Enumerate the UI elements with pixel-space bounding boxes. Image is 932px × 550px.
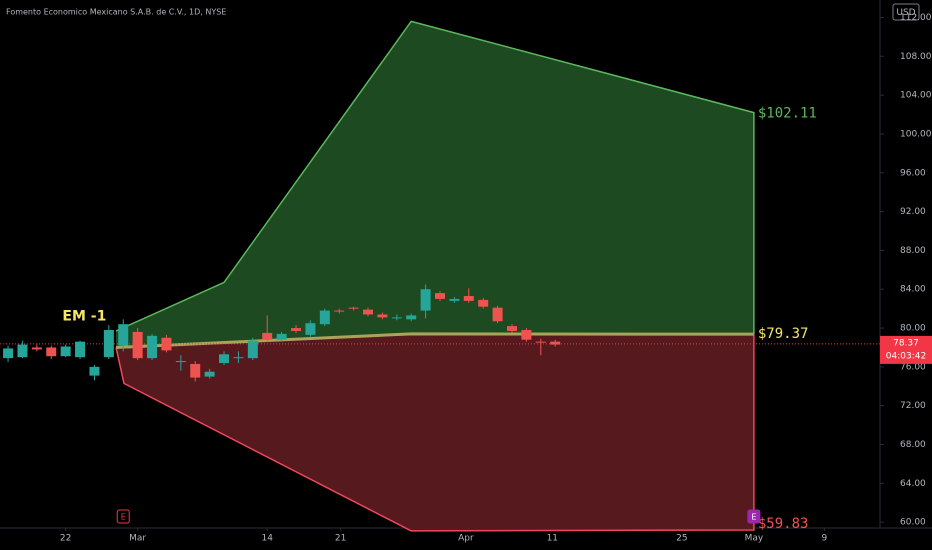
candle-body (319, 310, 330, 325)
chart-title: Fomento Economico Mexicano S.A.B. de C.V… (6, 8, 226, 17)
candle-body (463, 296, 474, 301)
upper-band-fill (116, 21, 754, 348)
countdown-label: 04:03:42 (886, 351, 926, 361)
candle-body (247, 340, 258, 359)
level-label: $79.37 (758, 326, 809, 342)
y-tick-label: 108.00 (900, 52, 932, 62)
candle-body (478, 299, 489, 307)
candle-body (449, 298, 460, 301)
candle-body (506, 326, 517, 331)
candle-body (363, 309, 374, 315)
currency-box (892, 3, 920, 21)
candle-body (550, 341, 561, 345)
x-tick-label: 21 (335, 534, 346, 544)
candle-body (348, 307, 359, 309)
y-tick-label: 80.00 (900, 324, 926, 334)
candle-body (118, 324, 129, 346)
candle-body (46, 347, 57, 357)
y-tick-label: 96.00 (900, 168, 926, 178)
x-tick-label: Apr (458, 534, 474, 544)
candle-body (535, 341, 546, 343)
y-tick-label: 112.00 (900, 13, 932, 23)
candle-body (435, 293, 445, 299)
candle-body (233, 357, 244, 359)
candle-body (31, 347, 42, 350)
candle-body (161, 337, 172, 351)
candle-body (406, 315, 417, 320)
y-tick-label: 76.00 (900, 362, 926, 372)
x-tick-label: 22 (60, 534, 71, 544)
y-tick-label: 68.00 (900, 440, 926, 450)
y-tick-label: 72.00 (900, 401, 926, 411)
y-tick-label: 104.00 (900, 91, 932, 101)
upper-band-line (115, 20, 755, 335)
y-tick-label: 92.00 (900, 207, 926, 217)
candle-body (75, 341, 86, 358)
candle-body (492, 307, 503, 322)
current-price-label: 78.37 (893, 338, 919, 348)
x-tick-label: 25 (676, 534, 687, 544)
candle-body (391, 317, 402, 319)
candle-body (521, 330, 532, 340)
candle-body (190, 363, 201, 378)
candle-body (175, 361, 186, 363)
candle-body (147, 335, 158, 359)
candle-body (103, 330, 114, 358)
middle-band-line (115, 332, 754, 349)
y-tick-label: 84.00 (900, 285, 926, 295)
candle-body (420, 289, 431, 311)
candle-body (219, 354, 230, 363)
y-tick-label: 88.00 (900, 246, 926, 256)
candle-body (89, 366, 100, 376)
x-tick-label: Mar (129, 534, 146, 544)
y-tick-label: 100.00 (900, 129, 932, 139)
y-tick-label: 64.00 (900, 479, 926, 489)
current-price-tag (880, 335, 932, 364)
x-tick-label: 14 (261, 534, 273, 544)
candle-body (305, 323, 316, 335)
candle-body (262, 332, 273, 340)
lower-band-line (115, 334, 755, 532)
candle-body (132, 331, 143, 359)
candle-body (377, 314, 388, 318)
earnings-label: E (751, 513, 756, 522)
y-tick-label: 60.00 (900, 518, 926, 528)
x-tick-label: 9 (822, 534, 828, 544)
x-tick-label: 11 (547, 534, 558, 544)
level-label: $102.11 (758, 105, 817, 121)
lower-band-fill (116, 333, 754, 531)
candle-body (60, 346, 71, 357)
earnings-marker (116, 509, 130, 524)
candle-body (17, 344, 28, 358)
candle-body (3, 348, 14, 359)
earnings-label: E (121, 513, 126, 522)
x-tick-label: May (745, 534, 764, 544)
earnings-marker (747, 509, 761, 524)
annotation: EM -1 (62, 308, 106, 324)
candle-body (291, 328, 302, 331)
currency: USD (896, 8, 915, 18)
candle-body (334, 310, 345, 312)
level-label: $59.83 (758, 516, 809, 532)
candle-body (276, 333, 287, 340)
candle-body (204, 371, 215, 377)
